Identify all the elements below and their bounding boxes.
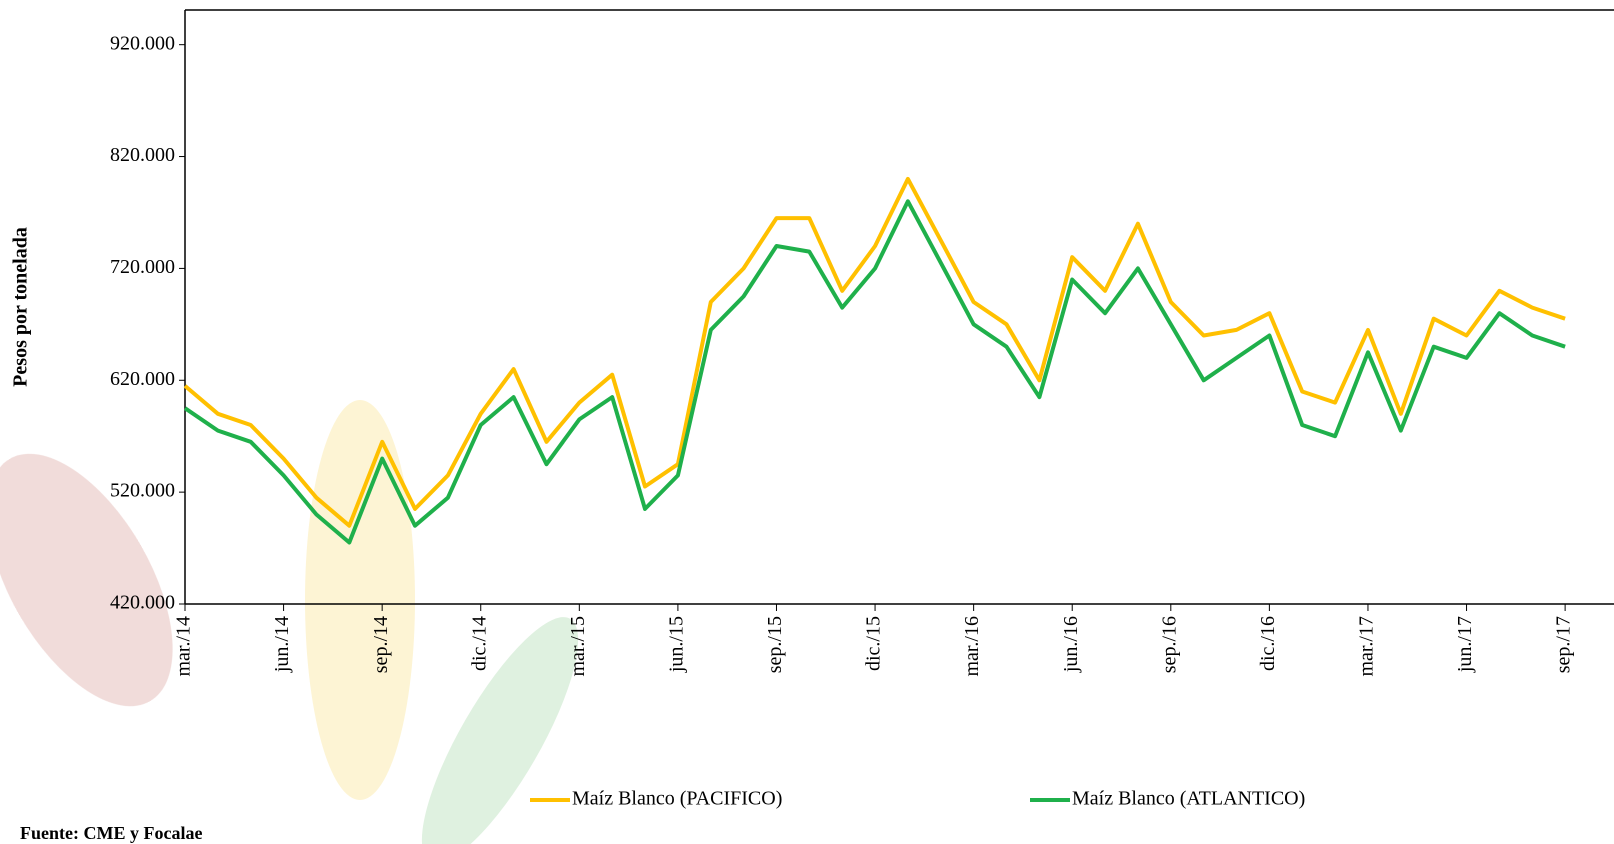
x-tick-label: jun./16 [1060,616,1082,673]
x-tick-label: dic./15 [863,616,885,671]
x-tick-label: dic./14 [468,616,490,671]
y-tick-label: 620.000 [110,368,175,390]
x-tick-label: mar./15 [567,616,589,677]
source-note: Fuente: CME y Focalae [20,823,202,843]
x-tick-label: mar./17 [1356,616,1378,677]
x-tick-label: sep./15 [764,616,786,673]
page: Pesos por tonelada Fuente: CME y Focalae… [0,0,1614,844]
x-tick-label: mar./14 [173,616,195,677]
x-tick-label: sep./16 [1158,616,1180,673]
legend-label: Maíz Blanco (ATLANTICO) [1072,788,1305,810]
x-tick-label: dic./16 [1257,616,1279,671]
y-axis-title: Pesos por tonelada [10,227,32,387]
x-tick-label: sep./17 [1553,616,1575,673]
x-tick-label: jun./15 [665,616,687,673]
x-tick-label: jun./17 [1454,616,1476,673]
x-tick-label: sep./14 [370,616,392,673]
x-tick-label: mar./16 [961,616,983,677]
y-tick-label: 920.000 [110,32,175,54]
legend-label: Maíz Blanco (PACIFICO) [572,788,782,810]
y-tick-label: 820.000 [110,144,175,166]
y-tick-label: 420.000 [110,592,175,614]
y-tick-label: 720.000 [110,256,175,278]
y-tick-label: 520.000 [110,480,175,502]
x-tick-label: jun./14 [271,616,293,673]
chart: Pesos por tonelada Fuente: CME y Focalae… [0,0,1614,844]
background-decoration [0,400,605,844]
